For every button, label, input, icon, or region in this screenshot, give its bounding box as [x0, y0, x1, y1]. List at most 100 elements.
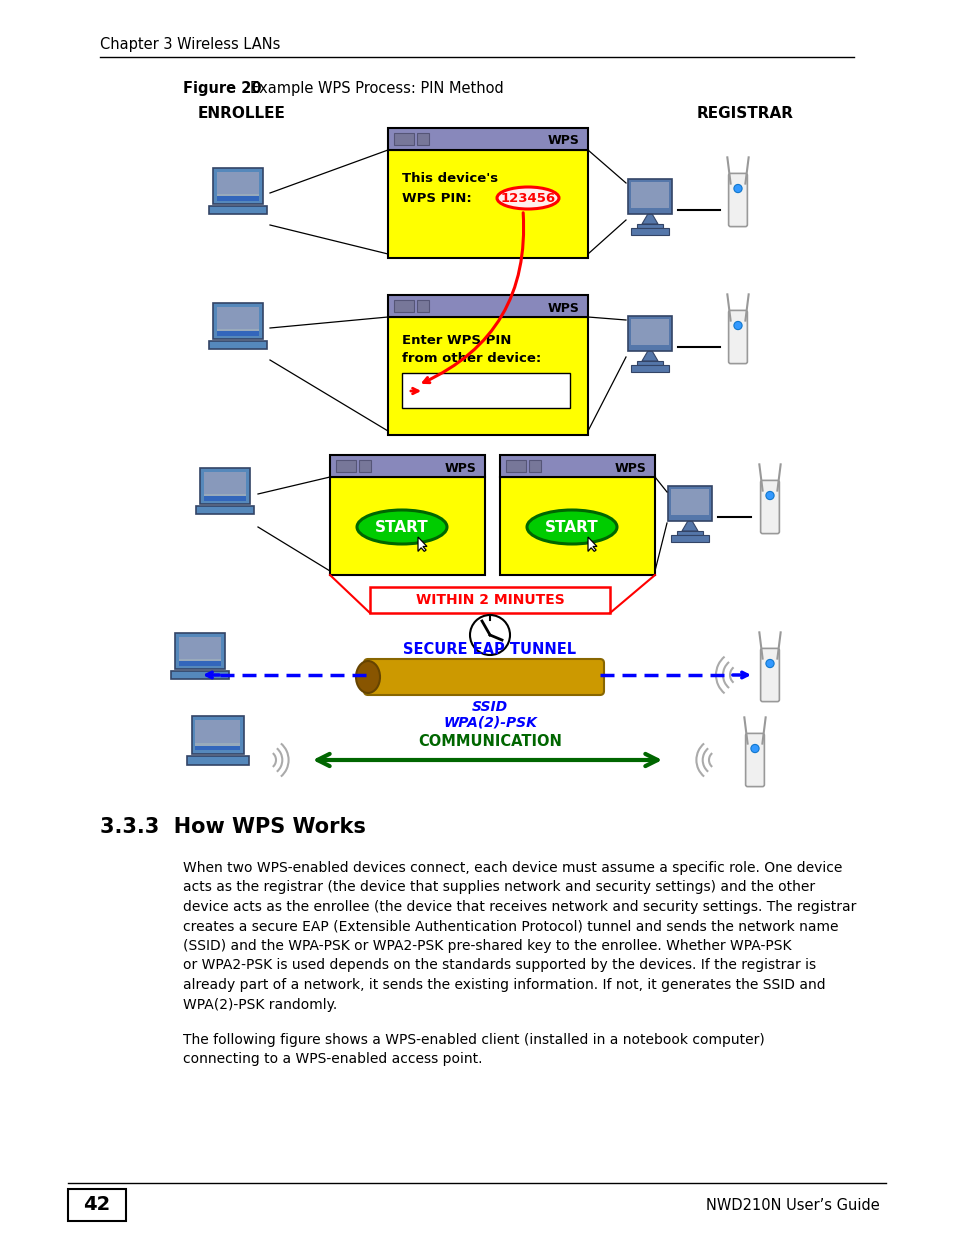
- FancyBboxPatch shape: [760, 648, 779, 701]
- FancyBboxPatch shape: [728, 173, 746, 226]
- FancyBboxPatch shape: [627, 179, 672, 215]
- FancyBboxPatch shape: [171, 671, 229, 679]
- Text: from other device:: from other device:: [401, 352, 540, 364]
- Text: device acts as the enrollee (the device that receives network and security setti: device acts as the enrollee (the device …: [183, 900, 856, 914]
- Text: connecting to a WPS-enabled access point.: connecting to a WPS-enabled access point…: [183, 1052, 482, 1067]
- Text: ENROLLEE: ENROLLEE: [198, 105, 286, 121]
- Text: COMMUNICATION: COMMUNICATION: [417, 735, 561, 750]
- Polygon shape: [681, 521, 698, 531]
- Text: creates a secure EAP (Extensible Authentication Protocol) tunnel and sends the n: creates a secure EAP (Extensible Authent…: [183, 920, 838, 934]
- Text: WPS PIN:: WPS PIN:: [401, 191, 471, 205]
- FancyBboxPatch shape: [416, 300, 429, 312]
- Polygon shape: [587, 537, 597, 551]
- FancyBboxPatch shape: [667, 487, 712, 521]
- Text: acts as the registrar (the device that supplies network and security settings) a: acts as the registrar (the device that s…: [183, 881, 814, 894]
- Circle shape: [765, 492, 773, 500]
- Text: START: START: [375, 520, 429, 535]
- FancyBboxPatch shape: [195, 746, 240, 750]
- FancyBboxPatch shape: [204, 494, 246, 500]
- FancyBboxPatch shape: [68, 1189, 126, 1221]
- FancyBboxPatch shape: [630, 320, 668, 345]
- FancyBboxPatch shape: [330, 477, 484, 576]
- Text: WITHIN 2 MINUTES: WITHIN 2 MINUTES: [416, 593, 564, 606]
- Text: START: START: [544, 520, 598, 535]
- Circle shape: [733, 184, 741, 193]
- Text: Figure 20: Figure 20: [183, 80, 261, 95]
- Text: WPA(2)-PSK: WPA(2)-PSK: [442, 716, 537, 730]
- FancyBboxPatch shape: [216, 329, 259, 335]
- Text: 42: 42: [83, 1195, 111, 1214]
- Text: WPA(2)-PSK randomly.: WPA(2)-PSK randomly.: [183, 998, 337, 1011]
- FancyBboxPatch shape: [401, 373, 569, 408]
- FancyBboxPatch shape: [200, 468, 250, 504]
- FancyBboxPatch shape: [630, 228, 668, 235]
- FancyBboxPatch shape: [505, 459, 525, 472]
- Text: (SSID) and the WPA-PSK or WPA2-PSK pre-shared key to the enrollee. Whether WPA-P: (SSID) and the WPA-PSK or WPA2-PSK pre-s…: [183, 939, 791, 953]
- FancyBboxPatch shape: [637, 361, 662, 366]
- FancyBboxPatch shape: [637, 224, 662, 228]
- Ellipse shape: [356, 510, 447, 543]
- FancyBboxPatch shape: [178, 658, 221, 664]
- Text: Example WPS Process: PIN Method: Example WPS Process: PIN Method: [250, 80, 503, 95]
- Text: WPS: WPS: [615, 462, 646, 474]
- Text: 3.3.3  How WPS Works: 3.3.3 How WPS Works: [100, 818, 366, 837]
- FancyBboxPatch shape: [394, 133, 414, 144]
- FancyBboxPatch shape: [760, 480, 779, 534]
- Circle shape: [470, 615, 510, 655]
- FancyBboxPatch shape: [627, 316, 672, 352]
- FancyBboxPatch shape: [216, 172, 259, 200]
- Text: This device's: This device's: [401, 172, 497, 184]
- Circle shape: [765, 659, 773, 668]
- FancyBboxPatch shape: [499, 477, 655, 576]
- FancyBboxPatch shape: [330, 454, 484, 477]
- FancyBboxPatch shape: [670, 489, 708, 515]
- Text: or WPA2-PSK is used depends on the standards supported by the devices. If the re: or WPA2-PSK is used depends on the stand…: [183, 958, 815, 972]
- FancyBboxPatch shape: [195, 743, 240, 750]
- FancyBboxPatch shape: [209, 206, 267, 214]
- FancyBboxPatch shape: [216, 306, 259, 336]
- Text: REGISTRAR: REGISTRAR: [696, 105, 793, 121]
- FancyBboxPatch shape: [178, 662, 221, 666]
- FancyBboxPatch shape: [677, 531, 702, 535]
- Text: WPS: WPS: [445, 462, 476, 474]
- FancyBboxPatch shape: [529, 459, 540, 472]
- Text: 123456: 123456: [500, 191, 555, 205]
- FancyBboxPatch shape: [670, 535, 708, 542]
- Circle shape: [750, 745, 759, 752]
- Text: WPS: WPS: [548, 135, 579, 147]
- Ellipse shape: [497, 186, 558, 209]
- Polygon shape: [641, 352, 658, 361]
- Polygon shape: [641, 215, 658, 224]
- FancyBboxPatch shape: [630, 183, 668, 207]
- FancyBboxPatch shape: [216, 194, 259, 200]
- FancyBboxPatch shape: [499, 454, 655, 477]
- Text: SSID: SSID: [472, 700, 508, 714]
- FancyBboxPatch shape: [394, 300, 414, 312]
- Text: NWD210N User’s Guide: NWD210N User’s Guide: [705, 1198, 879, 1213]
- Circle shape: [733, 321, 741, 330]
- Text: Chapter 3 Wireless LANs: Chapter 3 Wireless LANs: [100, 37, 280, 53]
- FancyBboxPatch shape: [196, 506, 253, 514]
- FancyBboxPatch shape: [358, 459, 371, 472]
- FancyBboxPatch shape: [728, 310, 746, 363]
- FancyBboxPatch shape: [209, 341, 267, 350]
- Text: already part of a network, it sends the existing information. If not, it generat: already part of a network, it sends the …: [183, 978, 824, 992]
- FancyBboxPatch shape: [630, 366, 668, 372]
- Ellipse shape: [355, 661, 379, 693]
- FancyBboxPatch shape: [388, 149, 587, 258]
- FancyBboxPatch shape: [745, 734, 763, 787]
- FancyBboxPatch shape: [216, 331, 259, 336]
- FancyBboxPatch shape: [213, 168, 262, 204]
- FancyBboxPatch shape: [192, 716, 244, 753]
- Ellipse shape: [526, 510, 617, 543]
- Text: When two WPS-enabled devices connect, each device must assume a specific role. O: When two WPS-enabled devices connect, ea…: [183, 861, 841, 876]
- FancyBboxPatch shape: [187, 756, 249, 764]
- Text: WPS: WPS: [548, 301, 579, 315]
- FancyBboxPatch shape: [204, 496, 246, 500]
- FancyBboxPatch shape: [388, 317, 587, 435]
- FancyBboxPatch shape: [195, 720, 240, 750]
- Text: SECURE EAP TUNNEL: SECURE EAP TUNNEL: [403, 642, 576, 657]
- FancyBboxPatch shape: [388, 128, 587, 149]
- FancyBboxPatch shape: [178, 637, 221, 666]
- FancyBboxPatch shape: [364, 659, 603, 695]
